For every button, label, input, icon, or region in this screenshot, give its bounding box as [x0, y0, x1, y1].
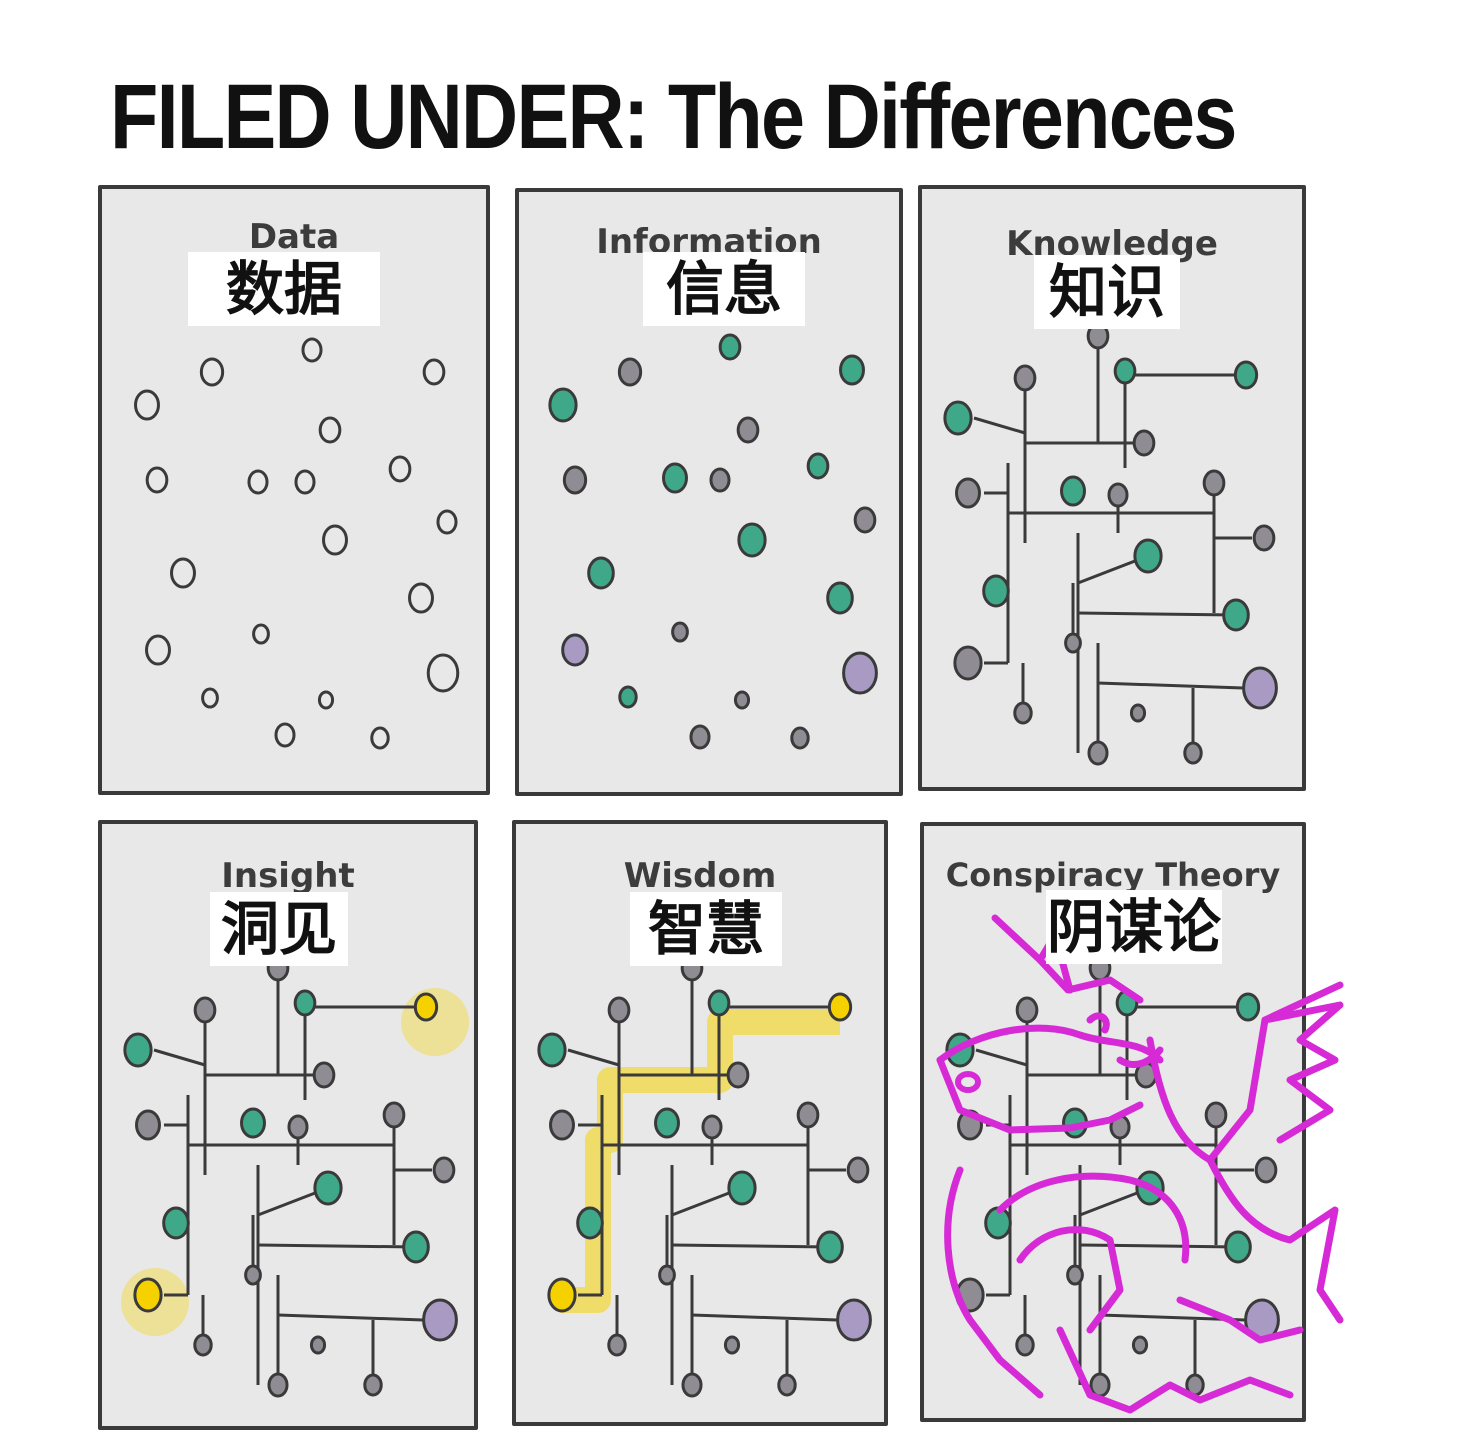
panel-title-conspiracy-theory: Conspiracy Theory — [945, 856, 1281, 894]
panel-title-data: Data — [248, 217, 340, 257]
label-cn-conspiracy-theory: 阴谋论 — [1046, 890, 1222, 964]
panel-title-wisdom: Wisdom — [623, 856, 777, 896]
panel-title-insight: Insight — [221, 856, 355, 896]
label-cn-data: 数据 — [188, 252, 380, 326]
page-title: FILED UNDER: The Differences — [110, 66, 1237, 168]
label-cn-information: 信息 — [643, 252, 805, 326]
label-cn-wisdom: 智慧 — [630, 892, 782, 966]
label-cn-knowledge: 知识 — [1034, 255, 1180, 329]
label-cn-insight: 洞见 — [210, 892, 348, 966]
